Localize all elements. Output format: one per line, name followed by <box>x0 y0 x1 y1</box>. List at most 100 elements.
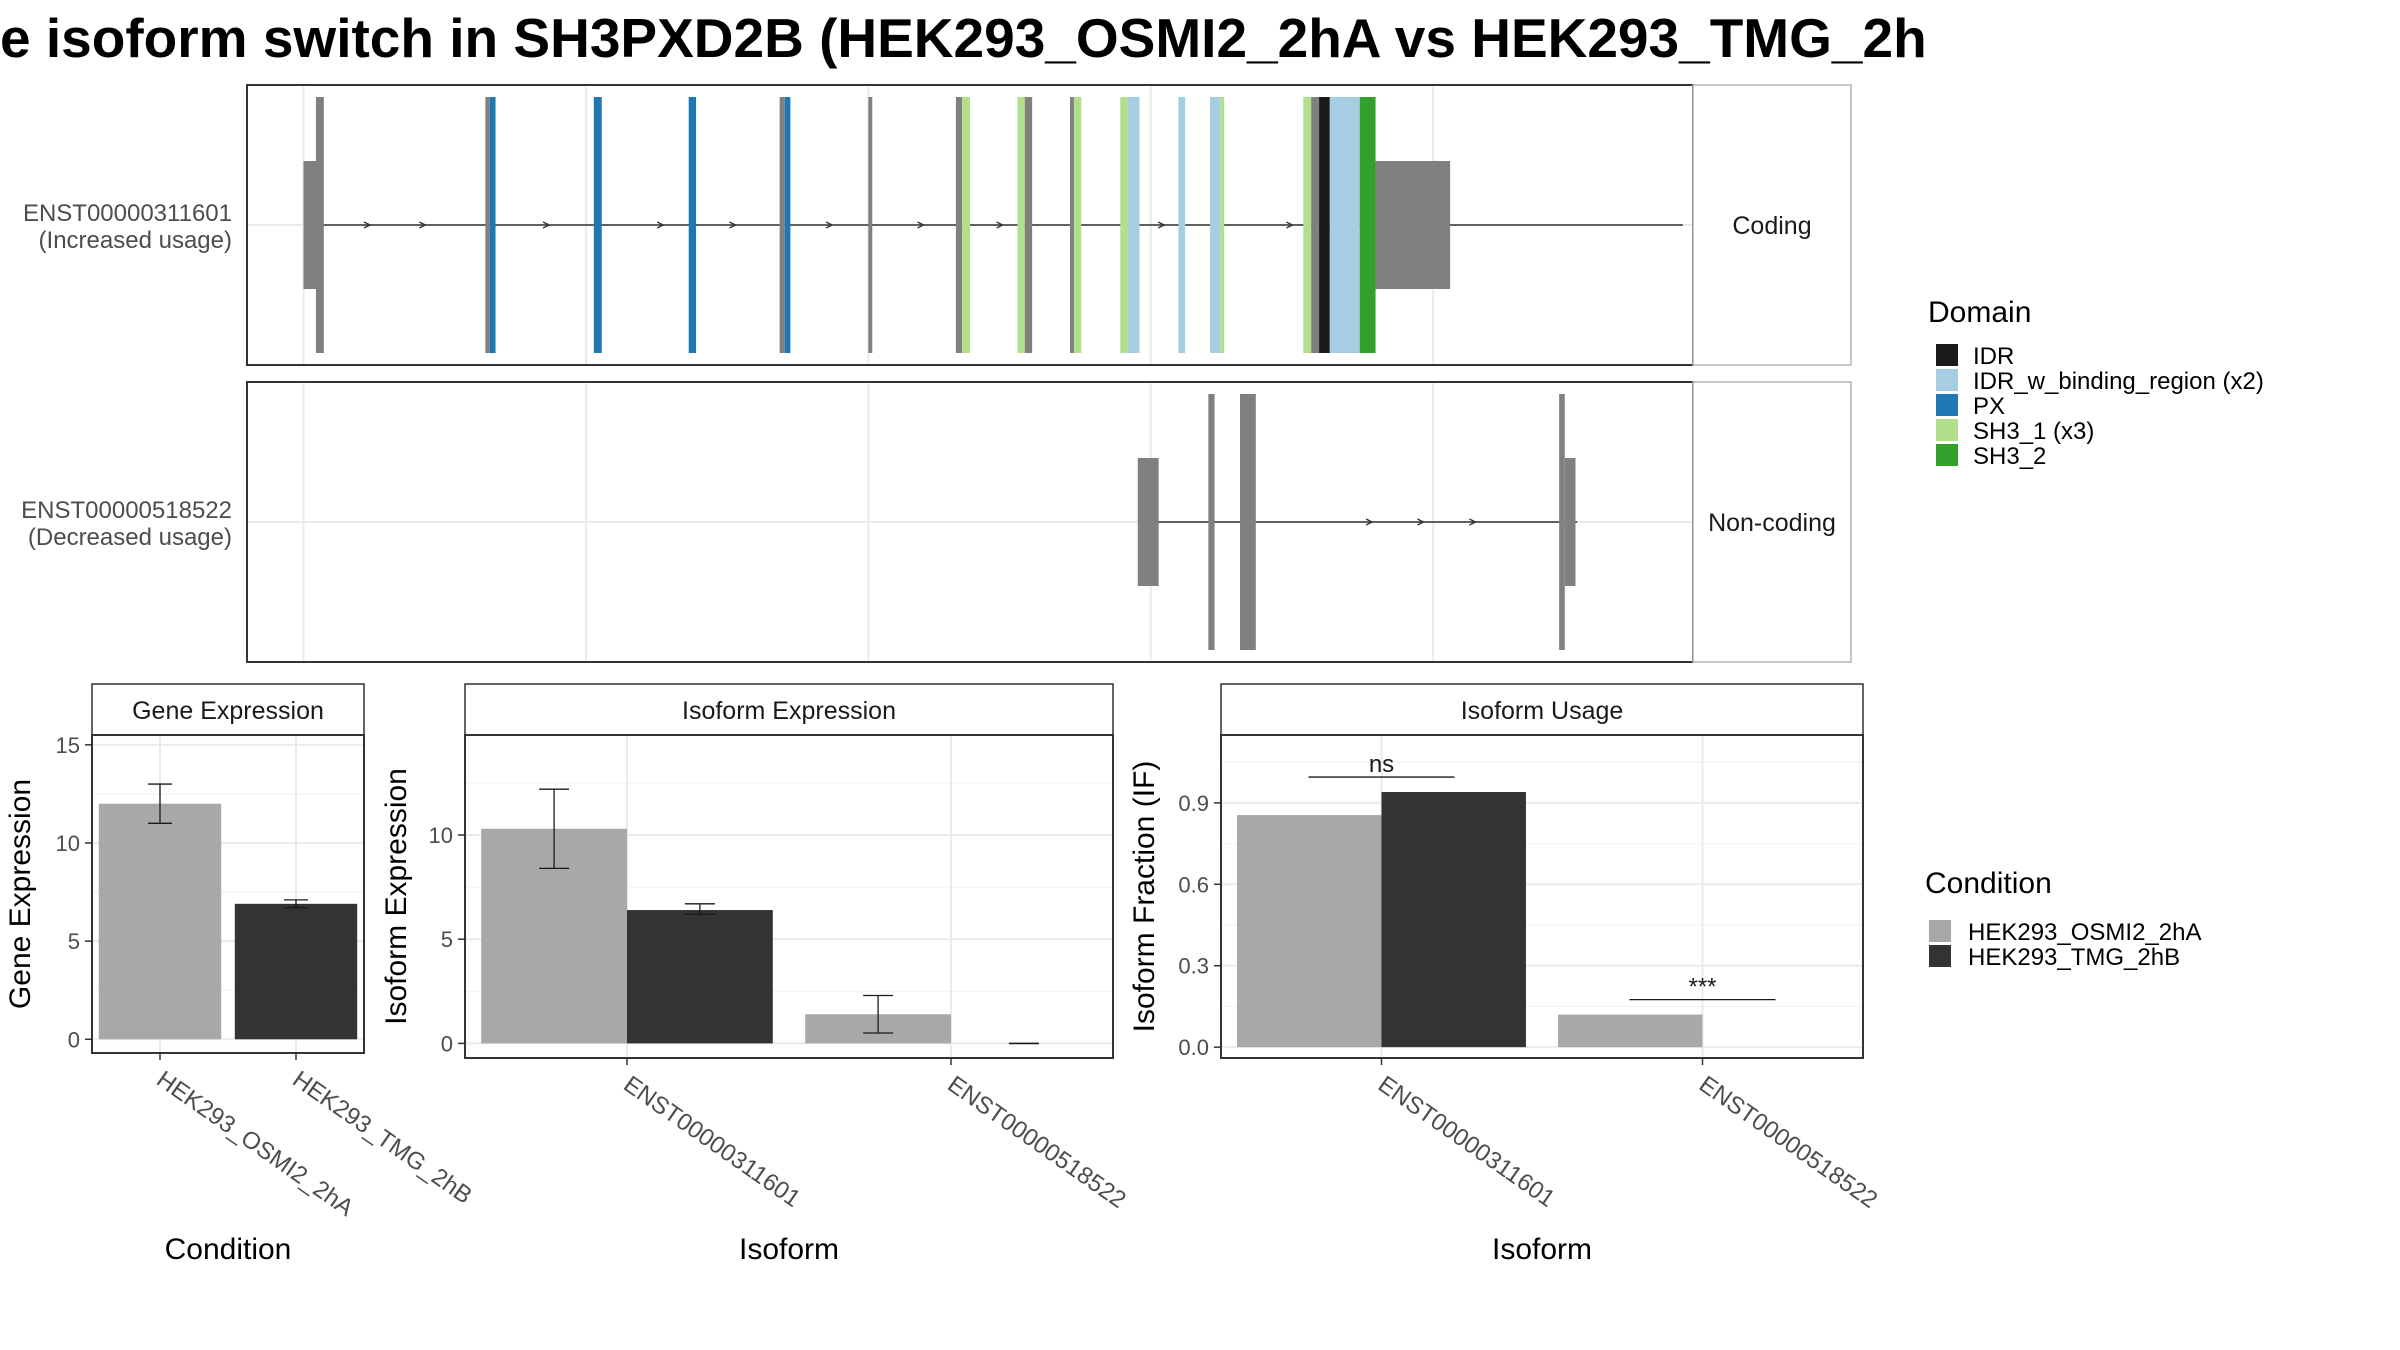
panel-strip <box>91 683 365 736</box>
condition-legend-key <box>1929 945 1951 967</box>
y-tick-label: 15 <box>56 733 80 758</box>
bar <box>1237 815 1382 1048</box>
bar <box>627 910 773 1044</box>
y-axis-title: Gene Expression <box>4 779 37 1009</box>
y-axis-title: Isoform Fraction (IF) <box>1128 761 1161 1033</box>
intron-direction-arrow <box>542 221 551 229</box>
domain-legend-label: SH3_1 (x3) <box>1973 418 2094 445</box>
intron-direction-arrow <box>825 221 834 229</box>
y-tick-label: 5 <box>68 929 80 954</box>
coding-exon <box>1311 97 1320 353</box>
significance-label: *** <box>1688 974 1716 1001</box>
significance-label: ns <box>1369 751 1394 778</box>
x-axis-title: Isoform <box>1492 1233 1592 1266</box>
intron-direction-arrow <box>363 221 372 229</box>
transcript-type-strip <box>1692 84 1852 366</box>
domain-legend-title: Domain <box>1928 296 2031 329</box>
intron-direction-arrow <box>996 221 1005 229</box>
y-tick-label: 10 <box>429 823 453 848</box>
transcript-type-label: Non-coding <box>1708 509 1836 537</box>
y-tick-label: 0.0 <box>1178 1035 1209 1060</box>
intron-direction-arrow <box>917 221 926 229</box>
transcript-name-label: ENST00000311601 <box>23 200 232 227</box>
panel-strip-title: Gene Expression <box>132 697 324 725</box>
coding-exon <box>1024 97 1033 353</box>
utr-exon <box>1375 161 1451 289</box>
bar <box>1381 792 1526 1048</box>
intron-direction-arrow <box>1157 221 1166 229</box>
coding-exon <box>1017 97 1025 353</box>
condition-legend-label: HEK293_TMG_2hB <box>1968 944 2180 971</box>
x-axis-title: Condition <box>165 1233 292 1266</box>
coding-exon <box>1329 97 1360 353</box>
condition-legend-title: Condition <box>1925 867 2052 900</box>
domain-legend-label: IDR_w_binding_region (x2) <box>1973 368 2264 395</box>
intron-direction-arrow <box>656 221 665 229</box>
panel-border <box>1220 734 1864 1059</box>
y-tick-label: 0 <box>68 1027 80 1052</box>
domain-legend-label: IDR <box>1973 343 2014 370</box>
coding-exon <box>1120 97 1128 353</box>
transcript-type-label: Coding <box>1732 212 1811 240</box>
coding-exon <box>868 97 873 353</box>
bar <box>234 903 358 1040</box>
coding-exon <box>784 97 791 353</box>
transcript-usage-label: (Decreased usage) <box>28 524 232 551</box>
gene-structure-panel: Coding ENST00000311601(Increased usage) No… <box>21 84 1852 663</box>
intron-direction-arrow <box>1417 518 1426 526</box>
coding-exon <box>1359 97 1376 353</box>
y-tick-label: 0.9 <box>1178 791 1209 816</box>
y-tick-label: 0 <box>441 1031 453 1056</box>
panel-strip <box>464 683 1114 736</box>
domain-legend-key <box>1936 444 1958 466</box>
domain-legend-key <box>1936 394 1958 416</box>
y-tick-label: 10 <box>56 831 80 856</box>
coding-exon <box>962 97 970 353</box>
coding-exon <box>955 97 963 353</box>
coding-exon <box>1208 394 1215 650</box>
y-tick-label: 0.3 <box>1178 954 1209 979</box>
x-axis-title: Isoform <box>739 1233 839 1266</box>
coding-exon <box>688 97 697 353</box>
coding-exon <box>1319 97 1330 353</box>
condition-legend-key <box>1929 920 1951 942</box>
intron-direction-arrow <box>729 221 738 229</box>
intron-direction-arrow <box>1365 518 1374 526</box>
transcript-type-strip <box>1692 381 1852 663</box>
domain-legend-label: PX <box>1973 393 2005 420</box>
coding-exon <box>485 97 490 353</box>
coding-exon <box>1239 394 1256 650</box>
coding-exon <box>779 97 785 353</box>
coding-exon <box>1559 394 1565 650</box>
domain-legend-label: SH3_2 <box>1973 443 2046 470</box>
coding-exon <box>1220 97 1225 353</box>
transcript-name-label: ENST00000518522 <box>21 497 232 524</box>
panel-strip-title: Isoform Expression <box>682 697 896 725</box>
figure-title: e isoform switch in SH3PXD2B (HEK293_OSM… <box>0 7 1927 69</box>
condition-legend-label: HEK293_OSMI2_2hA <box>1968 919 2201 946</box>
coding-exon <box>315 97 324 353</box>
utr-exon <box>1137 458 1159 586</box>
coding-exon <box>489 97 496 353</box>
bar <box>1558 1014 1703 1048</box>
y-tick-label: 5 <box>441 927 453 952</box>
intron-direction-arrow <box>419 221 427 229</box>
coding-exon <box>1073 97 1082 353</box>
intron-direction-arrow <box>1286 221 1294 229</box>
panel-strip-title: Isoform Usage <box>1461 697 1624 725</box>
domain-legend-key <box>1936 369 1958 391</box>
utr-exon <box>303 161 318 289</box>
coding-exon <box>1178 97 1186 353</box>
intron-direction-arrow <box>1469 518 1477 526</box>
coding-exon <box>1127 97 1140 353</box>
coding-exon <box>1210 97 1221 353</box>
panel-border <box>91 734 365 1054</box>
coding-exon <box>1069 97 1074 353</box>
y-axis-title: Isoform Expression <box>380 768 413 1025</box>
utr-exon <box>1564 458 1576 586</box>
coding-exon <box>593 97 602 353</box>
coding-exon <box>1303 97 1312 353</box>
transcript-usage-label: (Increased usage) <box>39 227 232 254</box>
